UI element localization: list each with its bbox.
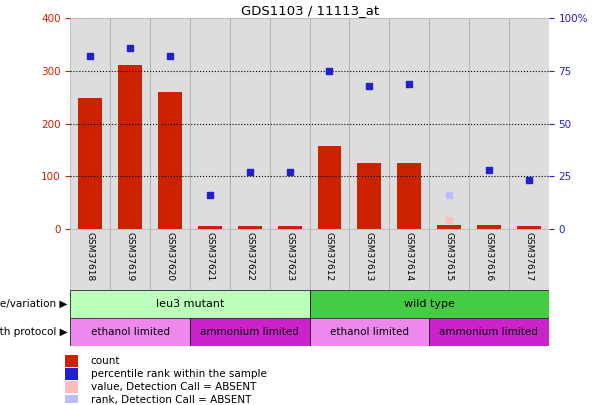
Bar [429, 229, 469, 290]
Bar [349, 18, 389, 229]
Bar [397, 163, 421, 229]
Text: wild type: wild type [404, 299, 454, 309]
Title: GDS1103 / 11113_at: GDS1103 / 11113_at [240, 4, 379, 17]
Bar [65, 368, 78, 380]
Bar [469, 229, 509, 290]
Bar [118, 64, 142, 229]
Bar [310, 290, 549, 318]
Bar [349, 229, 389, 290]
Bar [70, 290, 310, 318]
Text: rank, Detection Call = ABSENT: rank, Detection Call = ABSENT [91, 395, 251, 405]
Bar [238, 226, 262, 229]
Bar [65, 355, 78, 367]
Bar [509, 18, 549, 229]
Text: genotype/variation ▶: genotype/variation ▶ [0, 299, 67, 309]
Bar [110, 229, 150, 290]
Point [284, 169, 294, 175]
Bar [429, 318, 549, 346]
Point [444, 217, 454, 224]
Bar [318, 146, 341, 229]
Bar [70, 18, 110, 229]
Bar [150, 229, 190, 290]
Bar [190, 18, 230, 229]
Point [325, 68, 335, 74]
Text: ethanol limited: ethanol limited [330, 327, 409, 337]
Bar [270, 18, 310, 229]
Text: ammonium limited: ammonium limited [200, 327, 299, 337]
Text: value, Detection Call = ABSENT: value, Detection Call = ABSENT [91, 382, 256, 392]
Text: GSM37617: GSM37617 [524, 232, 533, 281]
Text: ethanol limited: ethanol limited [91, 327, 170, 337]
Bar [429, 18, 469, 229]
Bar [110, 18, 150, 229]
Point [205, 192, 215, 198]
Bar [310, 229, 349, 290]
Bar [70, 229, 110, 290]
Bar [389, 18, 429, 229]
Bar [469, 18, 509, 229]
Text: leu3 mutant: leu3 mutant [156, 299, 224, 309]
Point [166, 53, 175, 60]
Bar [310, 18, 349, 229]
Point [484, 166, 494, 173]
Point [364, 82, 374, 89]
Bar [230, 18, 270, 229]
Text: GSM37615: GSM37615 [444, 232, 454, 281]
Point [86, 53, 96, 60]
Bar [437, 225, 461, 229]
Text: GSM37621: GSM37621 [205, 232, 215, 281]
Point [405, 80, 414, 87]
Text: GSM37623: GSM37623 [285, 232, 294, 281]
Text: ammonium limited: ammonium limited [440, 327, 538, 337]
Bar [190, 318, 310, 346]
Point [245, 169, 255, 175]
Text: GSM37620: GSM37620 [166, 232, 175, 281]
Bar [65, 394, 78, 405]
Point [125, 45, 135, 51]
Text: GSM37619: GSM37619 [126, 232, 135, 281]
Bar [509, 229, 549, 290]
Text: GSM37622: GSM37622 [245, 232, 254, 281]
Bar [517, 226, 541, 229]
Bar [278, 226, 302, 229]
Text: GSM37618: GSM37618 [86, 232, 95, 281]
Bar [357, 163, 381, 229]
Point [524, 177, 533, 183]
Bar [190, 229, 230, 290]
Bar [389, 229, 429, 290]
Bar [230, 229, 270, 290]
Text: count: count [91, 356, 120, 366]
Bar [198, 226, 222, 229]
Point [444, 192, 454, 198]
Bar [150, 18, 190, 229]
Bar [65, 382, 78, 393]
Text: GSM37613: GSM37613 [365, 232, 374, 281]
Text: GSM37612: GSM37612 [325, 232, 334, 281]
Bar [477, 225, 501, 229]
Text: percentile rank within the sample: percentile rank within the sample [91, 369, 267, 379]
Text: growth protocol ▶: growth protocol ▶ [0, 327, 67, 337]
Bar [270, 229, 310, 290]
Text: GSM37616: GSM37616 [484, 232, 493, 281]
Bar [70, 318, 190, 346]
Bar [78, 98, 102, 229]
Text: GSM37614: GSM37614 [405, 232, 414, 281]
Bar [310, 318, 429, 346]
Bar [158, 92, 182, 229]
